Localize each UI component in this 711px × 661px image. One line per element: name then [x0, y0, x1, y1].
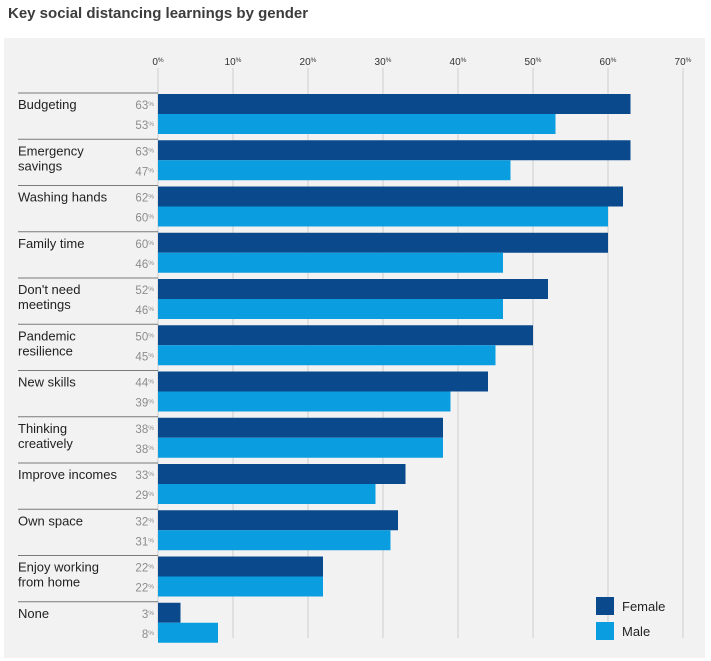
value-label-male: 46%: [135, 305, 154, 317]
value-label-female: 63%: [135, 146, 154, 158]
bar-female: [158, 556, 323, 577]
category-label: Washing hands: [18, 190, 108, 205]
value-label-male: 29%: [135, 490, 154, 502]
bar-female: [158, 94, 631, 114]
bar-female: [158, 140, 631, 161]
bar-male: [158, 299, 503, 319]
chart-panel: 0% 10% 20% 30% 40% 50% 60% 70% Budgeting 63% 53% Em…: [4, 38, 705, 658]
bar-female: [158, 417, 443, 438]
value-label-male: 46%: [135, 259, 154, 271]
x-tick-label: 40%: [450, 57, 467, 68]
bar-male: [158, 391, 451, 412]
chart-title: Key social distancing learnings by gende…: [8, 5, 309, 22]
value-label-male: 60%: [135, 213, 154, 225]
bar-male: [158, 160, 511, 181]
value-label-female: 60%: [135, 239, 154, 251]
bar-female: [158, 510, 398, 531]
x-tick-label: 20%: [300, 57, 317, 68]
category-label: Own space: [18, 513, 83, 528]
category-label: Improve incomes: [18, 467, 117, 482]
bar-male: [158, 530, 391, 551]
category-label: Thinking creatively: [18, 421, 73, 451]
legend-label-female: Female: [622, 599, 665, 614]
value-label-male: 31%: [135, 536, 154, 548]
x-tick-label: 60%: [600, 57, 617, 68]
value-label-female: 33%: [135, 470, 154, 482]
x-tick-label: 30%: [375, 57, 392, 68]
value-label-male: 38%: [135, 444, 154, 456]
category-label: Emergency savings: [18, 143, 84, 173]
category-label: Pandemic resilience: [18, 328, 76, 358]
bar-female: [158, 279, 548, 299]
value-label-male: 22%: [135, 583, 154, 595]
bar-male: [158, 206, 608, 227]
value-label-male: 53%: [135, 120, 154, 132]
x-tick-label: 10%: [225, 57, 242, 68]
category-label: Budgeting: [18, 97, 77, 112]
value-label-female: 63%: [135, 100, 154, 112]
category-label: Family time: [18, 236, 84, 251]
x-tick-label: 50%: [525, 57, 542, 68]
legend-swatch-male: [596, 622, 614, 640]
bar-chart: 0% 10% 20% 30% 40% 50% 60% 70% Budgeting 63% 53% Em…: [18, 57, 692, 643]
bar-male: [158, 252, 503, 273]
value-label-female: 44%: [135, 378, 154, 390]
x-tick-label: 70%: [675, 57, 692, 68]
value-label-male: 8%: [142, 629, 154, 641]
category-label: None: [18, 606, 49, 621]
bar-male: [158, 114, 556, 134]
bar-female: [158, 186, 623, 207]
value-label-female: 3%: [142, 609, 154, 621]
value-label-female: 32%: [135, 516, 154, 528]
x-tick-label: 0%: [152, 57, 164, 68]
value-label-male: 45%: [135, 351, 154, 363]
category-label: Don't need meetings: [18, 282, 80, 312]
bar-female: [158, 602, 181, 623]
legend-label-male: Male: [622, 624, 650, 639]
bar-female: [158, 325, 533, 346]
bar-male: [158, 622, 218, 643]
bar-male: [158, 345, 496, 366]
bar-female: [158, 371, 488, 392]
value-label-female: 22%: [135, 563, 154, 575]
bar-male: [158, 576, 323, 597]
bar-female: [158, 232, 608, 253]
value-label-female: 38%: [135, 424, 154, 436]
bar-male: [158, 484, 376, 504]
value-label-female: 50%: [135, 331, 154, 343]
bar-male: [158, 437, 443, 458]
category-label: Enjoy working from home: [18, 560, 99, 590]
legend-swatch-female: [596, 597, 614, 615]
value-label-female: 52%: [135, 285, 154, 297]
value-label-male: 39%: [135, 398, 154, 410]
value-label-female: 62%: [135, 193, 154, 205]
bar-female: [158, 464, 406, 484]
category-label: New skills: [18, 375, 76, 390]
value-label-male: 47%: [135, 166, 154, 178]
